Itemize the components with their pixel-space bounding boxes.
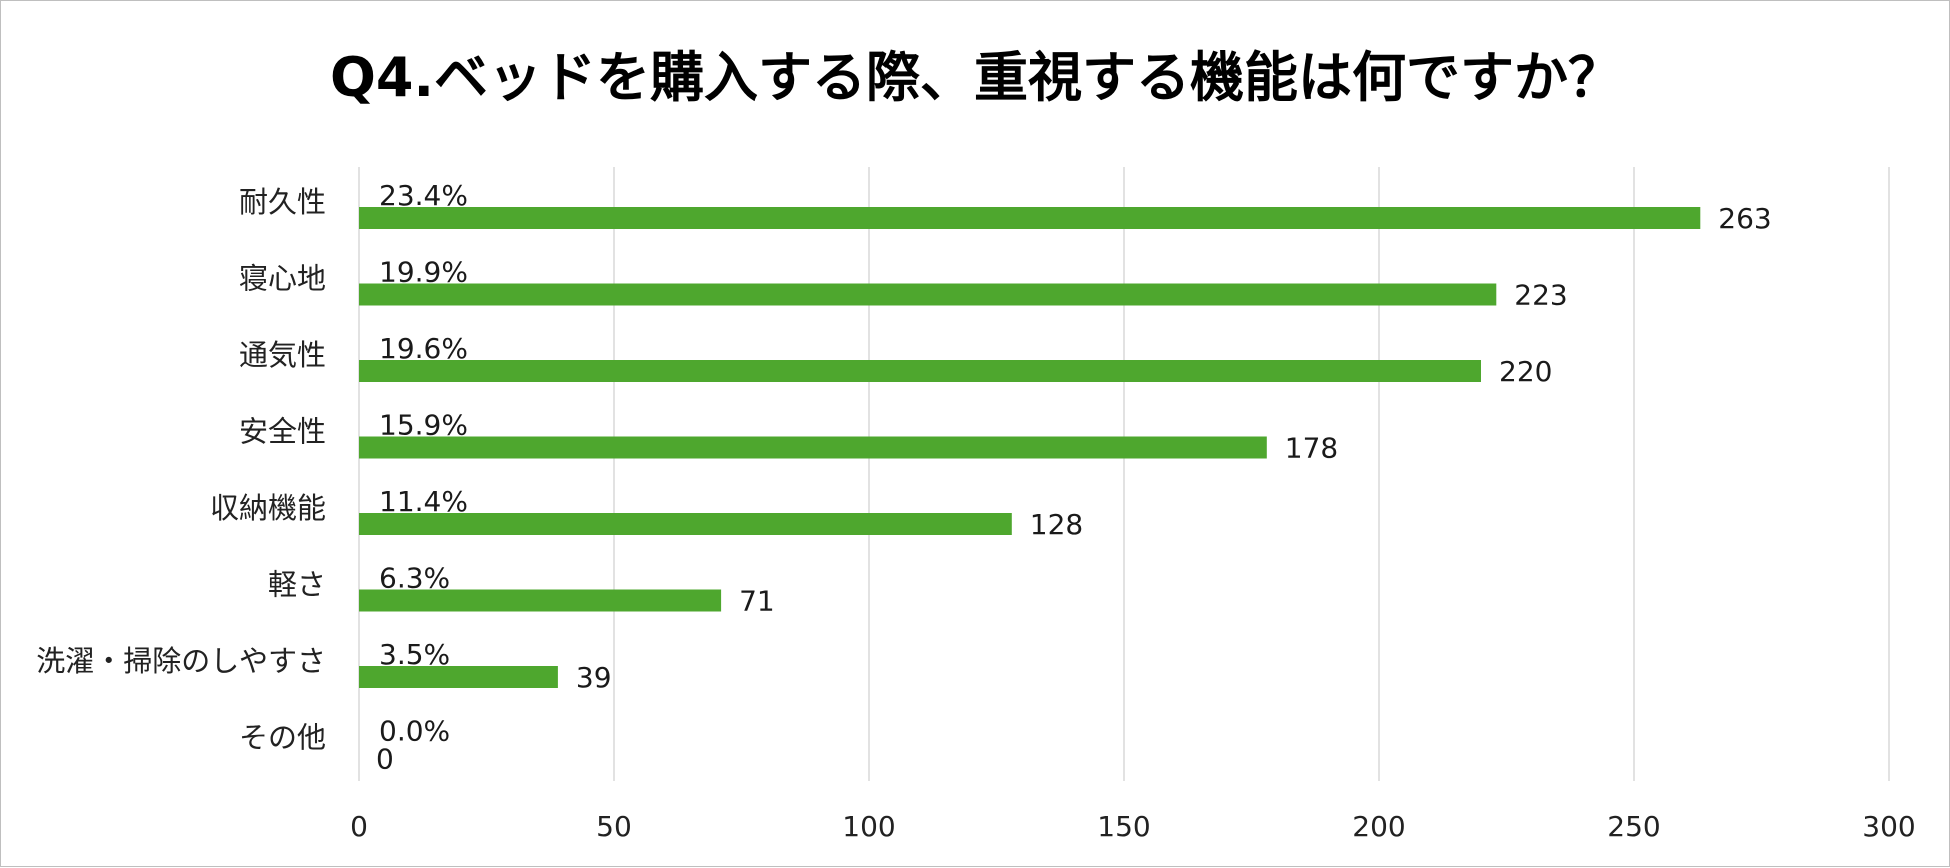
value-label: 220: [1499, 355, 1552, 388]
bar: [359, 207, 1701, 229]
x-tick-label: 50: [596, 810, 632, 843]
percent-label: 6.3%: [379, 562, 450, 595]
category-label: 寝心地: [239, 262, 326, 296]
category-label: 洗濯・掃除のしやすさ: [36, 644, 326, 678]
x-tick-label: 250: [1607, 810, 1660, 843]
percent-label: 0.0%: [379, 715, 450, 748]
bars: [359, 207, 1701, 688]
category-label: 収納機能: [210, 491, 326, 525]
percent-label: 11.4%: [379, 485, 468, 518]
value-label: 178: [1285, 432, 1338, 465]
value-label: 128: [1030, 508, 1083, 541]
bar: [359, 283, 1497, 306]
percent-label: 23.4%: [379, 179, 468, 212]
gridlines: [358, 167, 1890, 781]
bar: [359, 436, 1267, 459]
x-tick-label: 0: [350, 810, 368, 843]
value-label: 39: [576, 661, 612, 694]
data-labels: 23.4% 263 19.9% 223 19.6% 220 15.9% 178 11.4% 128…: [376, 179, 1772, 776]
category-label: 安全性: [239, 415, 326, 449]
bar: [359, 589, 722, 612]
value-label: 71: [739, 585, 775, 618]
category-label: その他: [239, 721, 326, 755]
percent-label: 19.9%: [379, 256, 468, 289]
percent-label: 15.9%: [379, 409, 468, 442]
value-label: 223: [1514, 279, 1567, 312]
x-tick-label: 150: [1097, 810, 1150, 843]
bar: [359, 666, 558, 688]
category-label: 軽さ: [268, 568, 326, 602]
x-axis-ticks: 0 50 100 150 200 250 300: [350, 810, 1916, 843]
percent-label: 19.6%: [379, 332, 468, 365]
value-label: 263: [1718, 202, 1771, 235]
chart-title: Q4.ベッドを購入する際、重視する機能は何ですか？: [330, 46, 1622, 109]
value-label: 0: [376, 743, 394, 776]
category-label: 耐久性: [239, 185, 326, 219]
bar: [359, 360, 1481, 382]
bar: [359, 513, 1012, 535]
x-tick-label: 300: [1862, 810, 1915, 843]
category-label: 通気性: [239, 338, 326, 372]
percent-label: 3.5%: [379, 638, 450, 671]
x-tick-label: 100: [842, 810, 895, 843]
x-tick-label: 200: [1352, 810, 1405, 843]
